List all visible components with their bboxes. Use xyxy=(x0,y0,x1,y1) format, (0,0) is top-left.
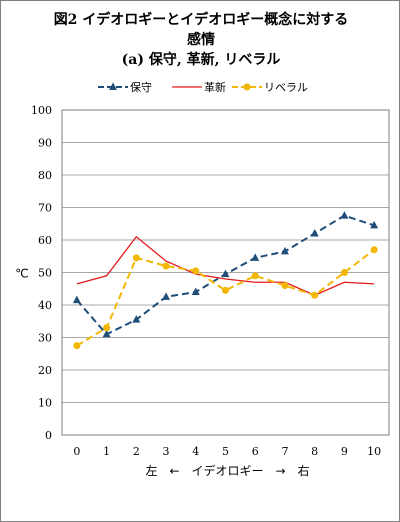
series-layer xyxy=(72,211,379,350)
data-point-circle xyxy=(162,262,170,270)
x-tick-label: 4 xyxy=(192,445,199,458)
data-point-triangle xyxy=(340,211,349,219)
x-tick-label: 2 xyxy=(133,445,140,458)
y-axis-label: ℃ xyxy=(15,267,28,281)
x-tick-label: 6 xyxy=(252,445,259,458)
data-point-circle xyxy=(281,282,289,289)
y-tick-label: 60 xyxy=(38,234,52,247)
data-point-circle xyxy=(103,324,111,332)
data-point-circle xyxy=(251,272,259,280)
data-point-triangle xyxy=(132,315,141,323)
series-1 xyxy=(72,211,379,338)
x-tick-label: 1 xyxy=(103,445,110,458)
data-point-circle xyxy=(222,286,229,294)
x-tick-label: 9 xyxy=(341,445,348,458)
data-point-triangle xyxy=(109,82,117,90)
data-point-triangle xyxy=(191,287,200,295)
y-tick-label: 100 xyxy=(31,104,52,117)
chart-title-line-2: 感情 xyxy=(187,32,215,48)
data-point-triangle xyxy=(251,253,260,261)
y-tick-labels: 0 10 20 30 40 50 60 70 80 90 100 xyxy=(31,104,52,442)
chart-title-line-1: 図2 イデオロギーとイデオロギー概念に対する xyxy=(53,12,349,28)
data-point-triangle xyxy=(102,329,111,338)
data-point-circle xyxy=(192,267,200,275)
data-point-triangle xyxy=(162,292,171,300)
series-3 xyxy=(73,246,378,350)
data-point-circle xyxy=(73,342,81,350)
series-line xyxy=(76,235,375,296)
data-point-triangle xyxy=(221,269,230,278)
data-point-circle xyxy=(370,246,378,254)
legend-label: リベラル xyxy=(264,81,308,94)
y-tick-label: 40 xyxy=(38,299,52,312)
x-tick-label: 0 xyxy=(73,445,80,458)
plot-area xyxy=(61,109,390,436)
data-point-triangle xyxy=(280,246,289,255)
y-tick-label: 0 xyxy=(45,429,52,442)
data-point-circle xyxy=(340,269,348,276)
legend-entry: リベラル xyxy=(232,81,308,94)
data-point-triangle xyxy=(310,229,319,237)
series-2 xyxy=(76,235,375,296)
legend: 保守 革新 リベラル xyxy=(98,80,308,94)
data-point-triangle xyxy=(72,295,81,304)
y-tick-label: 10 xyxy=(38,397,52,410)
x-tick-label: 3 xyxy=(163,445,170,458)
y-tick-label: 50 xyxy=(38,267,52,280)
data-point-triangle xyxy=(370,220,379,229)
data-point-circle xyxy=(132,254,140,262)
x-tick-labels: 0 1 2 3 4 5 6 7 8 9 10 xyxy=(73,445,381,458)
legend-entry: 保守 xyxy=(98,80,152,94)
x-tick-label: 7 xyxy=(281,445,288,458)
x-tick-label: 8 xyxy=(311,445,318,458)
chart-title-line-3: (a) 保守, 革新, リベラル xyxy=(121,52,281,68)
legend-label: 保守 xyxy=(130,80,152,94)
x-axis-label: 左 ← イデオロギー → 右 xyxy=(145,463,309,478)
legend-label: 革新 xyxy=(204,80,226,94)
legend-entry: 革新 xyxy=(172,80,226,94)
y-tick-label: 90 xyxy=(38,137,52,150)
x-tick-label: 5 xyxy=(222,445,229,458)
y-tick-label: 80 xyxy=(38,169,52,182)
y-tick-label: 30 xyxy=(38,332,52,345)
data-point-circle xyxy=(311,291,319,299)
x-tick-label: 10 xyxy=(367,445,381,458)
y-tick-label: 70 xyxy=(38,202,52,215)
data-point-circle xyxy=(243,83,251,91)
series-line xyxy=(76,248,375,347)
y-tick-label: 20 xyxy=(38,364,52,377)
